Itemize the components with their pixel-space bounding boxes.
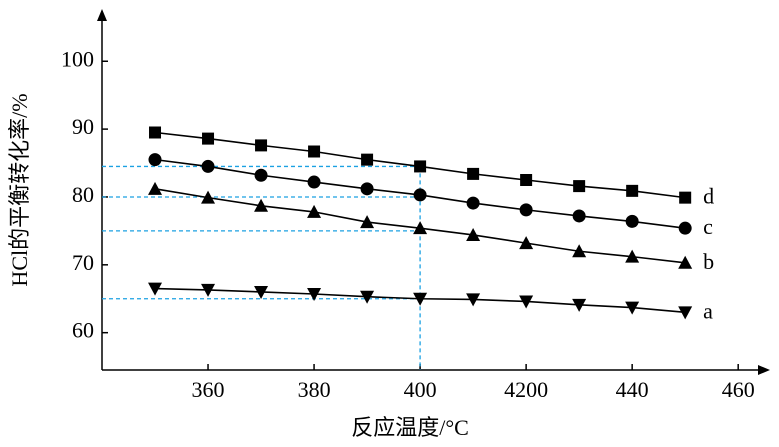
y-axis-label: HCl的平衡转化率/%	[7, 93, 32, 286]
x-tick-label: 460	[722, 377, 755, 402]
marker	[678, 306, 693, 320]
y-tick-label: 90	[72, 114, 94, 139]
marker	[413, 221, 428, 235]
x-tick-label: 4200	[504, 377, 548, 402]
marker	[625, 301, 640, 315]
marker	[466, 196, 480, 210]
marker	[466, 227, 481, 241]
x-tick-label: 400	[404, 377, 437, 402]
marker	[148, 181, 163, 195]
marker	[625, 249, 640, 263]
marker	[572, 298, 587, 312]
x-tick-label: 440	[616, 377, 649, 402]
marker	[678, 255, 693, 269]
marker	[466, 293, 481, 307]
y-tick-label: 80	[72, 182, 94, 207]
marker	[573, 180, 586, 193]
marker	[201, 159, 215, 173]
marker	[201, 190, 216, 204]
marker	[678, 221, 692, 235]
marker	[519, 236, 534, 250]
marker	[254, 285, 269, 299]
marker	[202, 132, 215, 145]
marker	[361, 153, 374, 166]
marker	[626, 184, 639, 197]
marker	[148, 153, 162, 167]
marker	[467, 167, 480, 180]
marker	[679, 191, 692, 204]
marker	[254, 168, 268, 182]
marker	[307, 204, 322, 218]
marker	[413, 188, 427, 202]
series-label: a	[703, 298, 713, 323]
marker	[360, 182, 374, 196]
marker	[519, 295, 534, 309]
marker	[148, 282, 163, 296]
x-axis-arrow	[758, 365, 770, 375]
y-tick-label: 70	[72, 250, 94, 275]
marker	[307, 288, 322, 301]
marker	[520, 174, 533, 186]
marker	[201, 283, 216, 297]
marker	[149, 126, 162, 139]
series-label: c	[703, 214, 713, 239]
x-tick-label: 360	[192, 377, 225, 402]
y-tick-label: 60	[72, 318, 94, 343]
series-label: d	[703, 184, 714, 209]
marker	[360, 215, 375, 229]
y-axis-arrow	[97, 9, 107, 21]
marker	[360, 290, 375, 304]
x-tick-label: 380	[298, 377, 331, 402]
y-tick-label: 100	[61, 46, 94, 71]
marker	[572, 209, 586, 223]
marker	[572, 244, 587, 258]
marker	[519, 203, 533, 217]
marker	[255, 139, 268, 152]
marker	[307, 175, 321, 189]
marker	[414, 160, 427, 173]
marker	[254, 198, 269, 212]
marker	[413, 292, 428, 306]
series-label: b	[703, 249, 714, 274]
marker	[308, 145, 321, 158]
marker	[625, 214, 639, 228]
x-axis-label: 反应温度/°C	[351, 415, 469, 440]
